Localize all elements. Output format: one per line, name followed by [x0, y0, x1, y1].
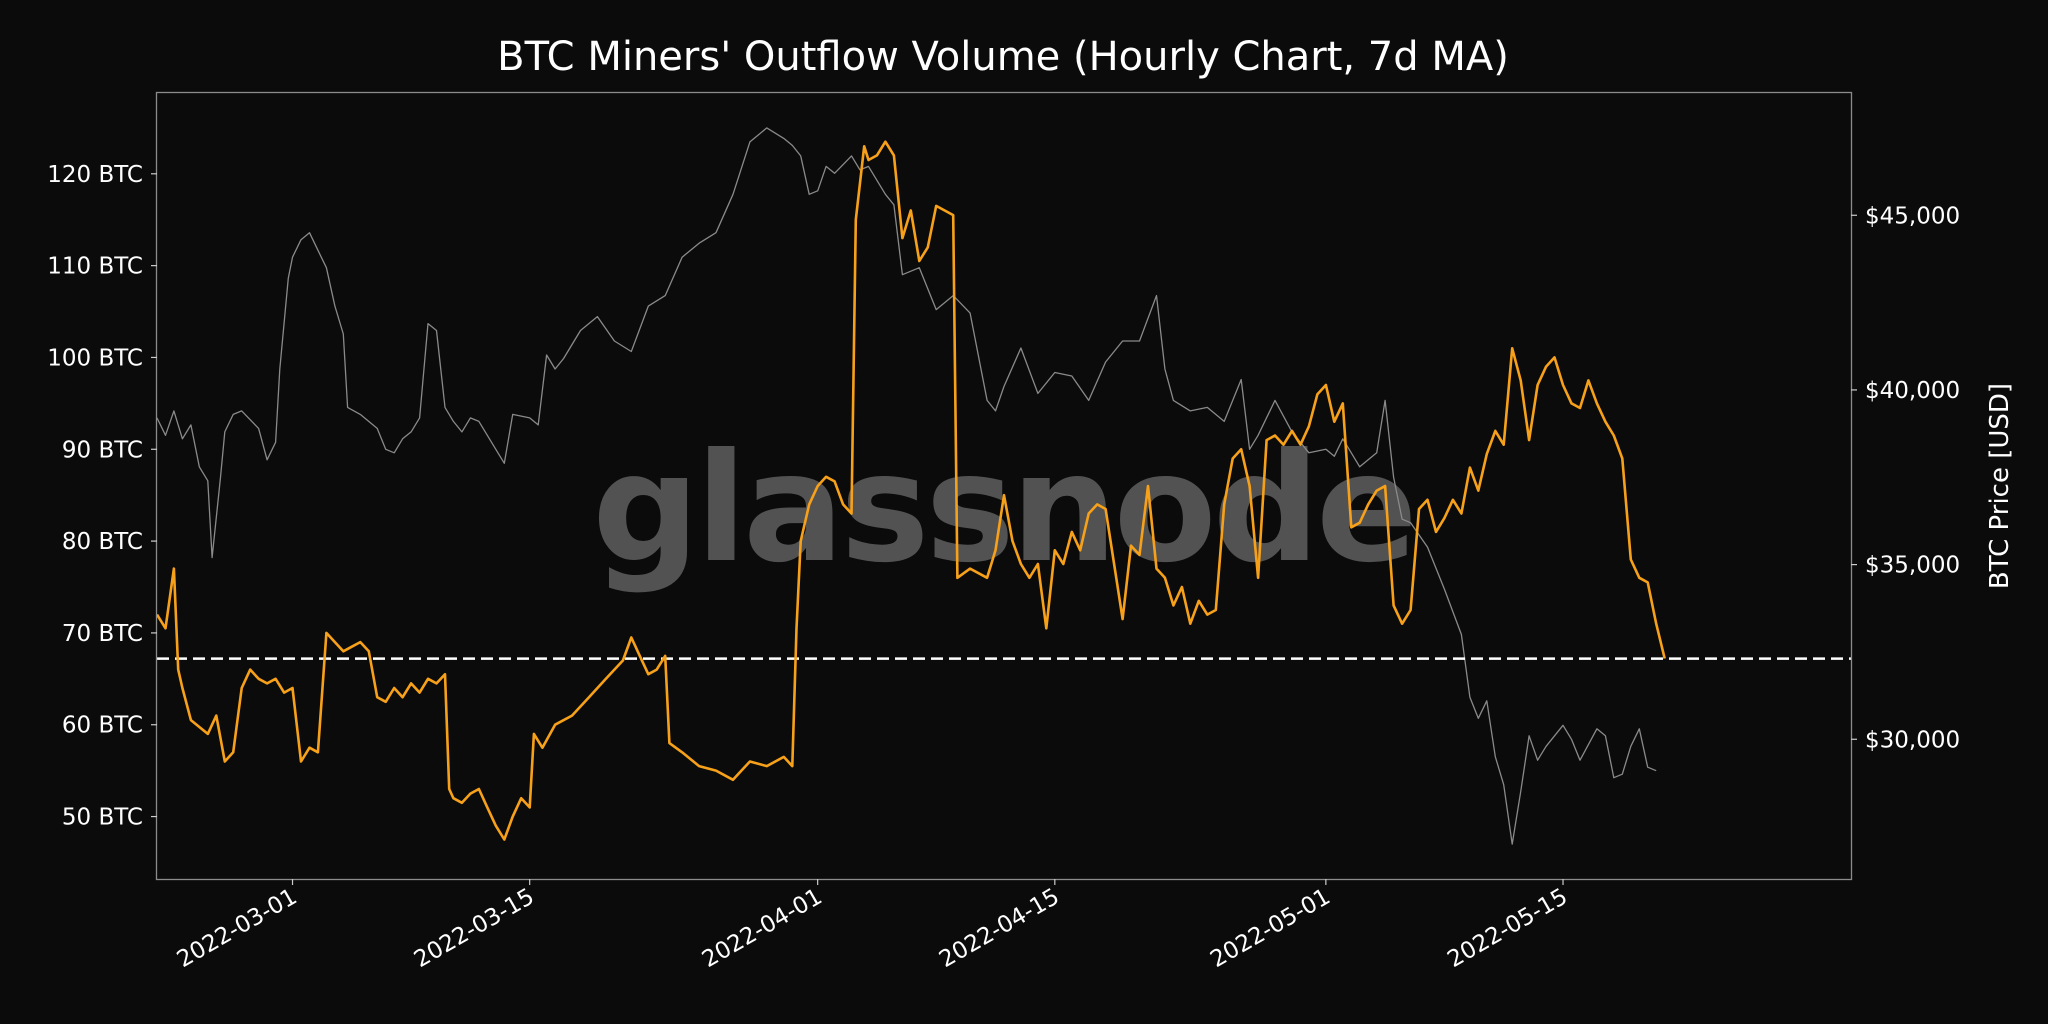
left-tick-label: 110 BTC	[47, 254, 143, 280]
glassnode-watermark: glassnode	[592, 422, 1414, 596]
left-tick-label: 60 BTC	[62, 713, 143, 739]
left-tick-label: 100 BTC	[47, 345, 143, 371]
price-line	[156, 127, 1657, 845]
right-axis: $30,000 $35,000 $40,000 $45,000	[1851, 203, 1960, 753]
right-axis-label: BTC Price [USD]	[1985, 383, 2015, 589]
outflow-series	[155, 140, 1666, 841]
left-axis: 50 BTC 60 BTC 70 BTC 80 BTC 90 BTC 100 BTC 110…	[47, 162, 157, 831]
left-tick-label: 70 BTC	[62, 621, 143, 647]
left-tick-label: 80 BTC	[62, 529, 143, 555]
plot-frame	[155, 91, 1853, 881]
right-tick-label: $40,000	[1865, 378, 1960, 404]
left-tick-label: 50 BTC	[62, 805, 143, 831]
price-series	[156, 127, 1657, 845]
left-tick-label: 90 BTC	[62, 437, 143, 463]
right-tick-label: $45,000	[1865, 203, 1960, 229]
right-tick-label: $35,000	[1865, 553, 1960, 579]
right-tick-label: $30,000	[1865, 727, 1960, 753]
outflow-line	[155, 140, 1666, 841]
left-tick-label: 120 BTC	[47, 162, 143, 188]
chart-title: BTC Miners' Outflow Volume (Hourly Chart…	[497, 34, 1509, 80]
